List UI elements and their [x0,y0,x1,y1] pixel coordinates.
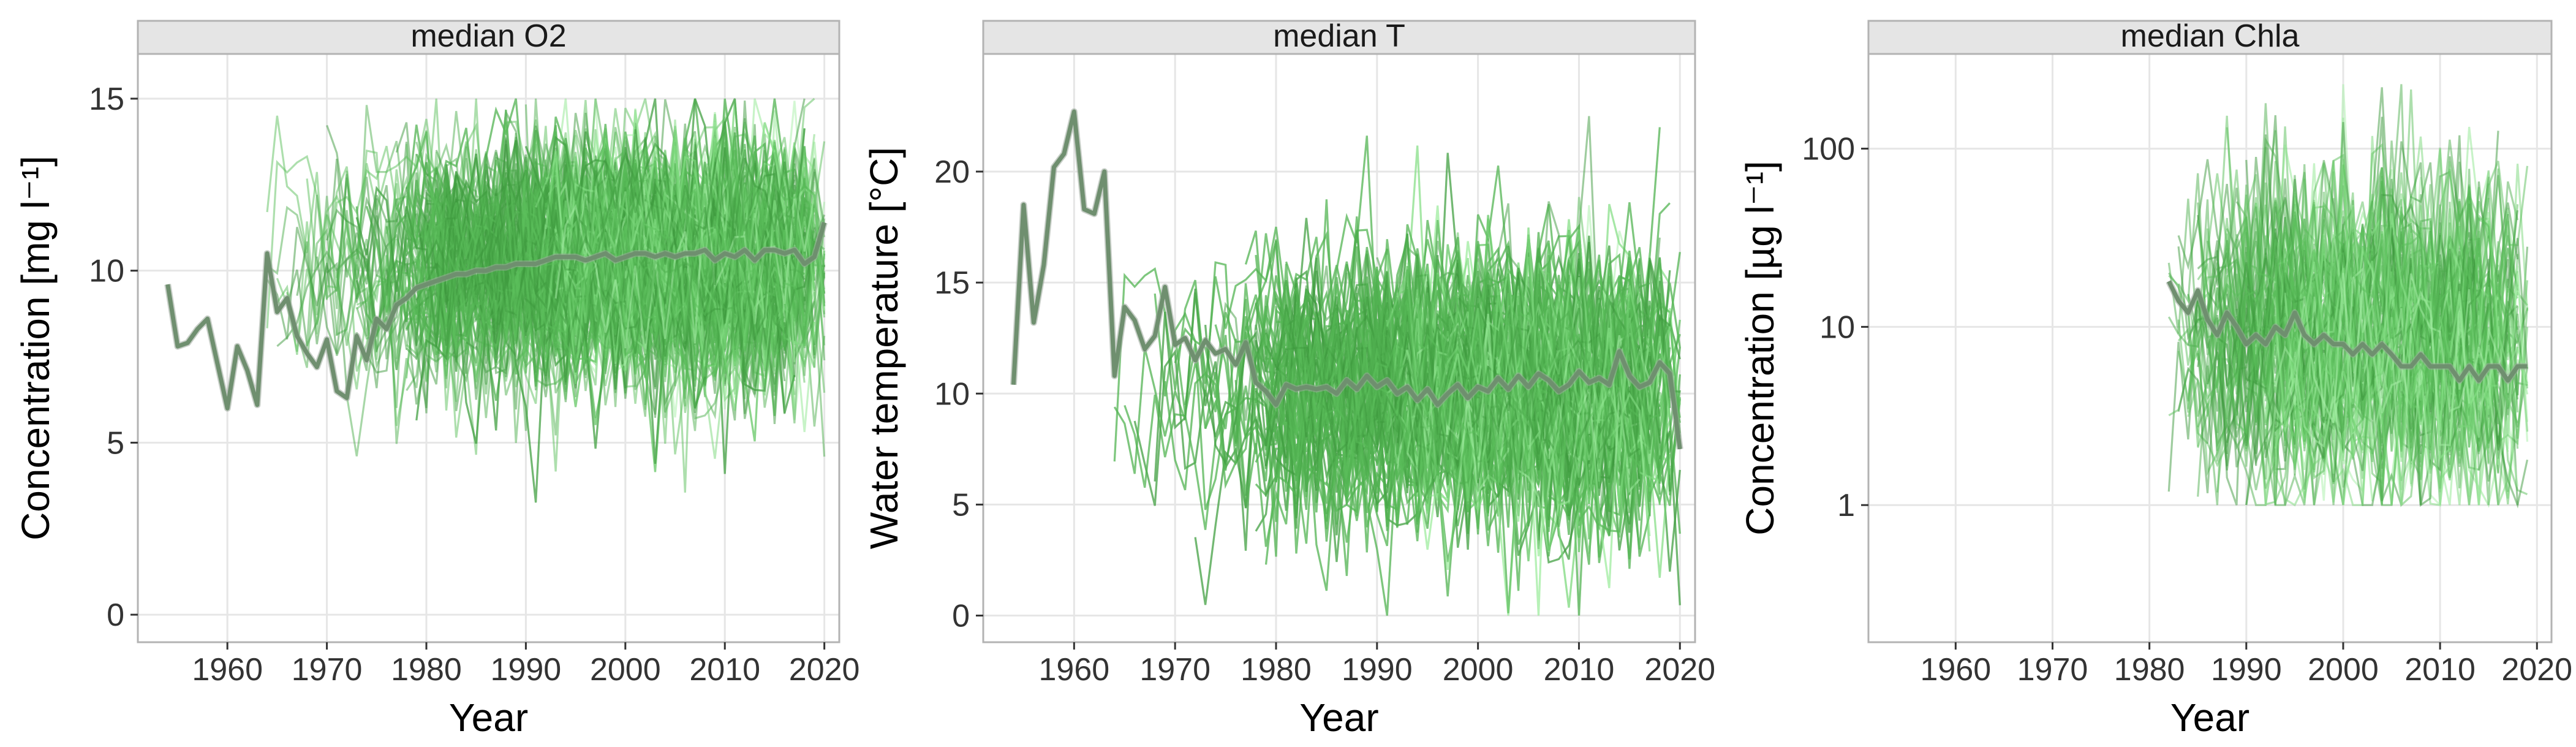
y-tick-label: 1 [1837,488,1855,523]
median-line [2167,280,2528,383]
y-axis-title: Water temperature [°C] [862,147,906,549]
x-tick-label: 1990 [2211,652,2282,688]
site-series-line [355,129,786,347]
y-tick-label: 15 [89,82,124,117]
x-tick-label: 2000 [2308,652,2379,688]
site-series-line [1386,256,1641,461]
y-tick-label: 15 [934,265,970,301]
site-series-line [2294,331,2499,506]
x-axis-title: Year [1299,696,1378,740]
panel-oxygen: median O2 1960 1970 1980 1990 2000 2010 2020 0 5 1… [13,18,859,740]
x-tick-label: 2000 [1443,652,1514,688]
site-series-line [1315,344,1641,557]
x-tick-label: 1970 [1139,652,1211,688]
median-line [165,222,826,411]
x-tick-label: 1960 [192,652,263,688]
y-tick-label: 10 [1819,309,1855,345]
site-series-line [1204,245,1641,493]
site-series-line [2264,273,2519,506]
site-series-line [554,259,785,472]
site-series-line [425,121,806,311]
ensemble-lines [164,97,828,503]
x-tick-label: 2010 [1544,652,1615,688]
site-series-line [554,191,806,386]
facet-strip [137,20,840,55]
site-series-line [1406,387,1641,616]
x-axis-title: Year [2170,696,2249,740]
y-tick-label: 10 [89,254,124,289]
y-tick-label: 0 [107,597,124,633]
y-axis-title: Concentration [mg l⁻¹] [13,156,58,540]
site-series-line [2187,203,2480,506]
x-tick-label: 2010 [689,652,760,688]
ensemble-lines [2166,84,2529,509]
site-series-line [415,249,796,503]
x-tick-label: 1970 [292,652,363,688]
x-tick-label: 1980 [2114,652,2185,688]
x-axis-title: Year [449,696,528,740]
site-series-line [2274,161,2490,417]
site-series-line [365,163,786,347]
facet-strip-label: median O2 [410,18,566,54]
site-series-line [1255,216,1651,451]
site-series-line [2197,122,2490,427]
site-series-line [2274,213,2509,460]
site-series-line [1377,260,1631,490]
panel-temperature: median T 1960 1970 1980 1990 2000 2010 2020 0 5 10… [862,18,1715,740]
x-tick-label: 2000 [590,652,661,688]
facet-strip [982,20,1696,55]
y-tick-label: 20 [934,154,970,190]
y-tick-label: 10 [934,376,970,412]
panel-chlorophyll: median Chla 1960 1970 1980 1990 2000 2010 2020 1… [1738,18,2572,740]
y-tick-label: 5 [107,425,124,461]
site-series-line [525,209,786,343]
site-series-line [1214,276,1641,482]
facet-strip [1867,20,2553,55]
median-line [1011,109,1682,450]
x-tick-label: 1960 [1920,652,1991,688]
site-series-line [2294,295,2490,506]
facet-strip-label: median Chla [2121,18,2300,54]
y-tick-label: 0 [952,599,970,634]
x-tick-label: 2020 [789,652,860,688]
x-tick-label: 2010 [2404,652,2476,688]
ensemble-lines [1010,108,1683,616]
site-series-line [2226,143,2509,422]
x-tick-label: 2020 [2501,652,2572,688]
site-series-line [425,159,806,336]
x-tick-label: 1990 [491,652,562,688]
y-tick-label: 100 [1802,132,1855,167]
x-tick-label: 1990 [1342,652,1413,688]
x-tick-label: 1980 [391,652,462,688]
x-tick-label: 2020 [1644,652,1715,688]
site-series-line [1245,239,1671,446]
y-axis-title: Concentration [µg l⁻¹] [1738,161,1782,535]
y-tick-label: 5 [952,487,970,523]
x-tick-label: 1980 [1241,652,1312,688]
site-series-line [1264,373,1651,616]
x-tick-label: 1960 [1038,652,1109,688]
facet-strip-label: median T [1273,18,1405,54]
site-series-line [1255,135,1650,446]
x-tick-label: 1970 [2017,652,2088,688]
